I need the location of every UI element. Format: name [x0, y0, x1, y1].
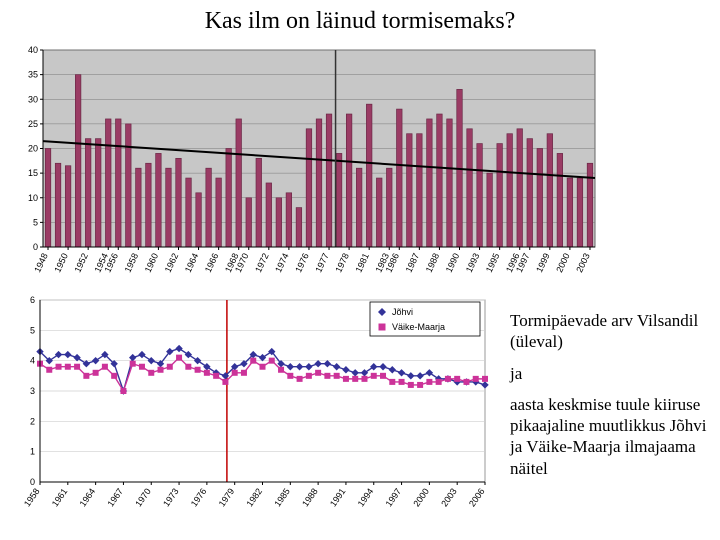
svg-text:40: 40 [28, 45, 38, 55]
svg-text:Väike-Maarja: Väike-Maarja [392, 322, 445, 332]
svg-text:35: 35 [28, 70, 38, 80]
svg-text:1985: 1985 [272, 486, 292, 508]
svg-text:1997: 1997 [384, 486, 404, 508]
svg-text:15: 15 [28, 168, 38, 178]
svg-text:5: 5 [33, 217, 38, 227]
wind-speed-line-chart: 0 1 2 3 4 5 6 1958 1961 1964 1967 1970 1973 1976 1979 1… [15, 290, 495, 520]
svg-text:0: 0 [33, 242, 38, 252]
svg-text:1973: 1973 [161, 486, 181, 508]
svg-text:1976: 1976 [189, 486, 209, 508]
svg-text:30: 30 [28, 94, 38, 104]
caption-line-3: aasta keskmise tuule kiiruse pikaajaline… [510, 394, 710, 479]
svg-text:1991: 1991 [328, 486, 348, 508]
svg-text:5: 5 [30, 325, 35, 335]
caption-block: Tormipäevade arv Vilsandil (üleval) ja a… [510, 310, 710, 489]
svg-text:25: 25 [28, 119, 38, 129]
svg-text:2003: 2003 [439, 486, 459, 508]
svg-text:1958: 1958 [22, 486, 42, 508]
caption-line-2: ja [510, 363, 710, 384]
svg-text:1970: 1970 [133, 486, 153, 508]
svg-text:10: 10 [28, 193, 38, 203]
svg-text:1988: 1988 [300, 486, 320, 508]
svg-text:1964: 1964 [78, 486, 98, 508]
svg-text:1967: 1967 [105, 486, 125, 508]
svg-text:1982: 1982 [244, 486, 264, 508]
svg-text:2: 2 [30, 416, 35, 426]
svg-text:6: 6 [30, 295, 35, 305]
page-title: Kas ilm on läinud tormisemaks? [0, 8, 720, 35]
svg-text:1961: 1961 [50, 486, 70, 508]
svg-text:1: 1 [30, 447, 35, 457]
svg-text:3: 3 [30, 386, 35, 396]
svg-text:2000: 2000 [411, 486, 431, 508]
svg-text:20: 20 [28, 144, 38, 154]
svg-text:Jõhvi: Jõhvi [392, 307, 413, 317]
storm-days-bar-chart: 0510152025303540194819501952195419561958… [15, 45, 600, 277]
svg-text:0: 0 [30, 477, 35, 487]
svg-text:2006: 2006 [467, 486, 487, 508]
svg-text:1994: 1994 [356, 486, 376, 508]
caption-line-1: Tormipäevade arv Vilsandil (üleval) [510, 310, 710, 353]
svg-text:4: 4 [30, 356, 35, 366]
svg-text:1979: 1979 [217, 486, 237, 508]
